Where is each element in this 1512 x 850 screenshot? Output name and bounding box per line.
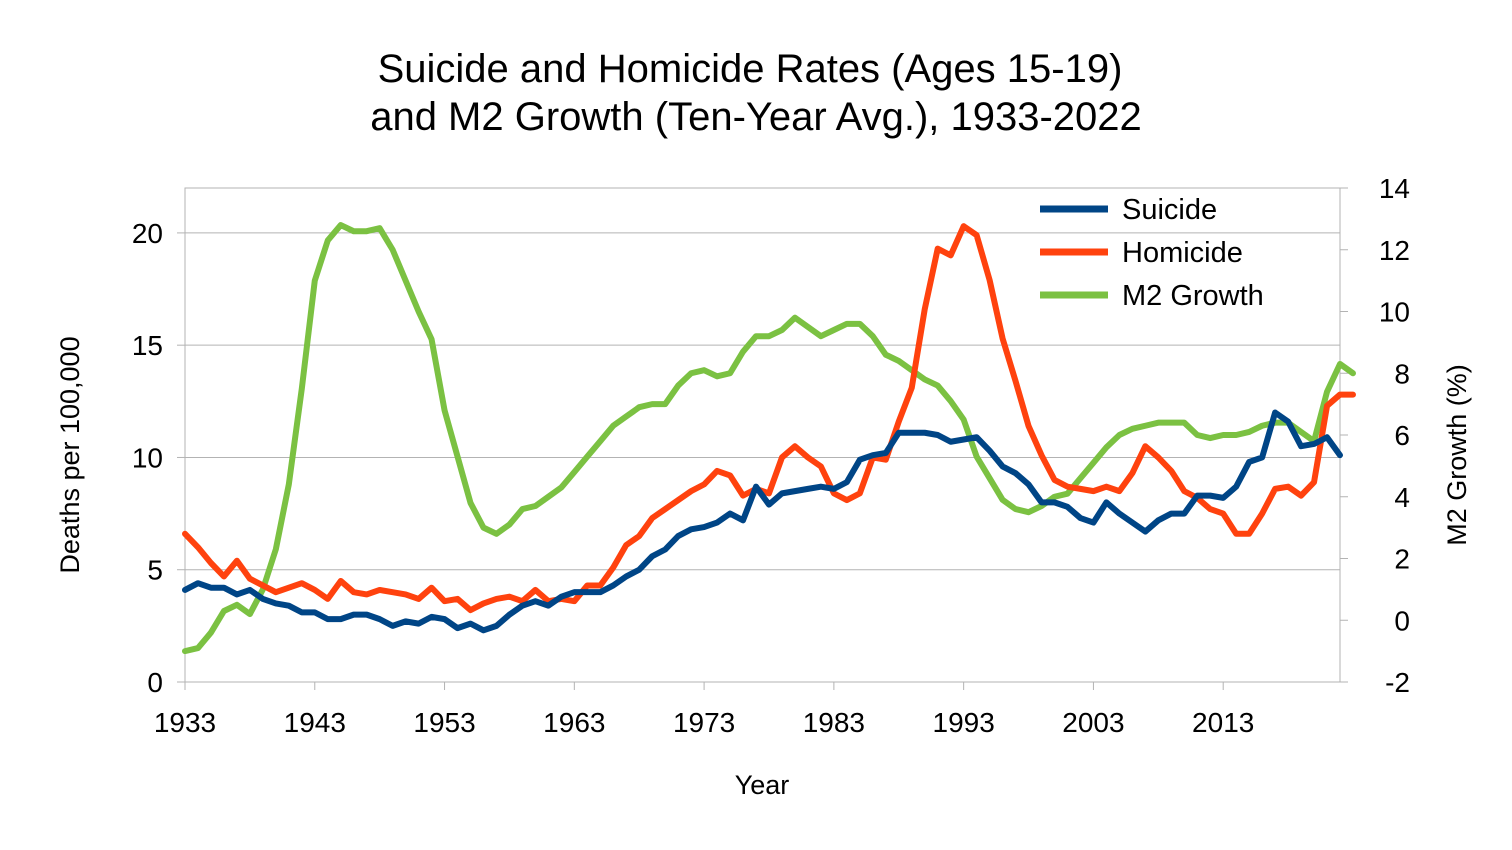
y-left-tick-label: 10	[132, 442, 163, 473]
y-axis-left-label: Deaths per 100,000	[55, 336, 85, 573]
y-right-tick-label: 6	[1394, 420, 1410, 451]
y-left-tick-label: 15	[132, 330, 163, 361]
y-right-tick-label: 10	[1379, 297, 1410, 328]
x-tick-label: 1943	[284, 707, 346, 738]
legend-label-homicide: Homicide	[1122, 237, 1243, 269]
x-tick-label: 1993	[933, 707, 995, 738]
x-tick-label: 1953	[413, 707, 475, 738]
x-axis-label: Year	[735, 770, 790, 800]
x-axis: 1933 1943 1953 1963 1973 1983 1993 2003 2013	[154, 682, 1254, 738]
legend-label-m2-growth: M2 Growth	[1122, 280, 1264, 312]
y-axis-right: -2 0 2 4 6 8 10 12 14	[1340, 173, 1410, 698]
y-axis-right-label: M2 Growth (%)	[1442, 364, 1472, 546]
y-right-tick-label: 2	[1394, 544, 1410, 575]
x-tick-label: 1973	[673, 707, 735, 738]
chart-title-line-1: Suicide and Homicide Rates (Ages 15-19)	[378, 47, 1123, 91]
y-right-tick-label: 12	[1379, 235, 1410, 266]
y-left-tick-label: 20	[132, 218, 163, 249]
y-right-tick-label: 14	[1379, 173, 1410, 204]
y-left-tick-label: 5	[147, 555, 163, 586]
x-tick-label: 1963	[543, 707, 605, 738]
y-axis-left: 0 5 10 15 20	[132, 218, 185, 698]
series-line-suicide	[182, 409, 1343, 634]
x-tick-label: 1933	[154, 707, 216, 738]
y-right-tick-label: -2	[1385, 667, 1410, 698]
legend-label-suicide: Suicide	[1122, 194, 1217, 226]
legend: Suicide Homicide M2 Growth	[1040, 194, 1264, 312]
y-right-tick-label: 4	[1394, 482, 1410, 513]
y-right-tick-label: 0	[1394, 605, 1410, 636]
chart-title-line-2: and M2 Growth (Ten-Year Avg.), 1933-2022	[370, 95, 1142, 139]
x-tick-label: 2013	[1192, 707, 1254, 738]
x-tick-label: 1983	[803, 707, 865, 738]
series-line-m2-growth	[182, 222, 1356, 655]
series-lines	[182, 222, 1356, 655]
series-line-homicide	[182, 223, 1356, 614]
y-left-tick-label: 0	[147, 667, 163, 698]
x-tick-label: 2003	[1062, 707, 1124, 738]
y-right-tick-label: 8	[1394, 358, 1410, 389]
